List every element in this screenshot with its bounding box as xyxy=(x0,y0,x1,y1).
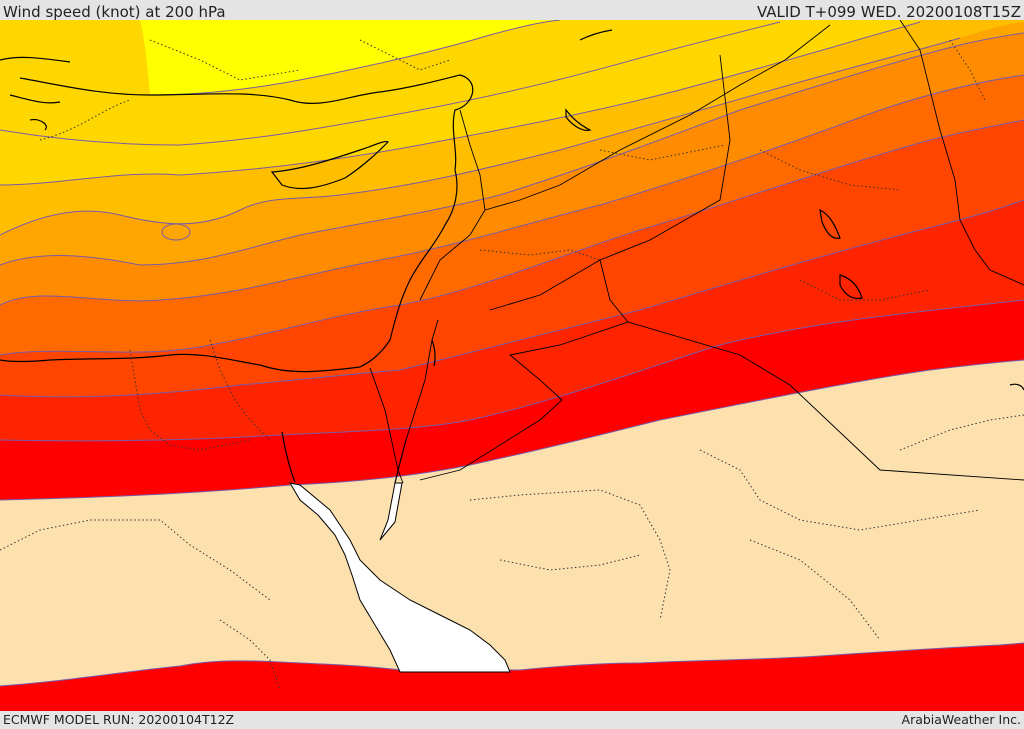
map-title: Wind speed (knot) at 200 hPa xyxy=(3,3,226,20)
coastlines xyxy=(0,29,1024,484)
contour-lines xyxy=(0,20,1024,687)
valid-time: VALID T+099 WED. 20200108T15Z xyxy=(756,3,1021,20)
header-bar: Wind speed (knot) at 200 hPa VALID T+099… xyxy=(0,0,1024,20)
wind-speed-map xyxy=(0,20,1024,711)
band-1 xyxy=(140,20,560,95)
national-borders xyxy=(369,20,1024,484)
south-band xyxy=(0,643,1024,711)
footer-bar: ECMWF MODEL RUN: 20200104T12Z ArabiaWeat… xyxy=(0,711,1024,729)
provider-credit: ArabiaWeather Inc. xyxy=(901,712,1021,727)
red-sea xyxy=(289,482,511,673)
model-run: ECMWF MODEL RUN: 20200104T12Z xyxy=(3,712,235,727)
regional-borders xyxy=(0,39,1024,691)
